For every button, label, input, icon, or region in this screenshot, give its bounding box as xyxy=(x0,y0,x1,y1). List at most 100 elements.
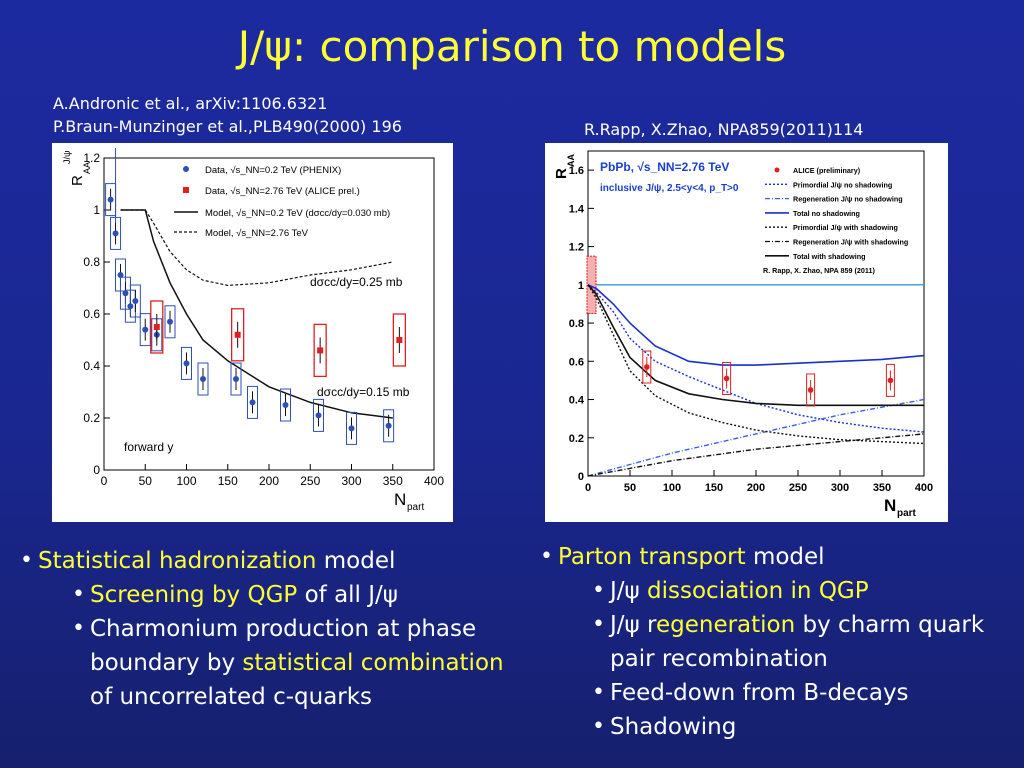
phenix-data-point xyxy=(315,412,322,419)
phenix-data-point xyxy=(142,326,149,333)
phenix-syst-box xyxy=(129,284,141,318)
x-tick-label: 200 xyxy=(259,474,279,488)
y-tick-label: 0.6 xyxy=(569,356,584,368)
y-axis-label: R xyxy=(553,168,570,179)
x-tick-label: 100 xyxy=(663,482,681,494)
y-tick-label: 1.2 xyxy=(569,242,584,254)
alice-syst-box xyxy=(642,350,652,384)
info-text: inclusive J/ψ, 2.5<y<4, p_T>0 xyxy=(600,183,739,194)
x-tick-label: 400 xyxy=(424,474,444,488)
phenix-data-point xyxy=(132,298,139,304)
statistical-hadronization-chart: 0 50 100 150 200 250 300 350 400 0 0.2 0.4 0.6 0.8 1 1.… xyxy=(52,143,453,522)
legend-label: Model, √s_NN=0.2 TeV (dσcc/dy=0.030 mb) xyxy=(205,208,390,219)
x-tick-label: 250 xyxy=(300,474,320,488)
right-bullet-1: • Parton transport model xyxy=(540,540,1020,574)
reference-left-line1: A.Andronic et al., arXiv:1106.6321 xyxy=(53,94,328,113)
alice-data-point xyxy=(317,347,324,354)
left-bullet-1-text: model xyxy=(316,548,396,574)
model-rhic-curve xyxy=(120,209,393,419)
alice-data-point xyxy=(887,377,894,384)
right-bullet-list: • Parton transport model • J/ψ dissociat… xyxy=(540,540,1020,744)
right-bullet-2-text-pre: J/ψ xyxy=(610,578,648,604)
reference-left-line2: P.Braun-Munzinger et al.,PLB490(2000) 19… xyxy=(53,117,402,136)
left-bullet-list: • Statistical hadronization model • Scre… xyxy=(20,544,520,714)
legend-label: R. Rapp, X. Zhao, NPA 859 (2011) xyxy=(763,266,875,275)
phenix-data-point xyxy=(167,318,173,325)
y-axis-label-sup: J/ψ xyxy=(62,151,72,164)
right-bullet-3-highlight: egeneration xyxy=(655,612,796,638)
bullet-dot-icon: • xyxy=(72,582,85,607)
x-tick-label: 300 xyxy=(341,474,361,488)
y-tick-label: 0.2 xyxy=(83,411,100,425)
left-bullet-1-highlight: Statistical hadronization xyxy=(38,548,317,574)
right-bullet-4-text: Feed-down from B-decays xyxy=(610,680,909,706)
phenix-data-point xyxy=(385,422,392,429)
total-no-shadowing-curve xyxy=(587,284,925,366)
phenix-data-point xyxy=(117,272,124,278)
x-tick-label: 0 xyxy=(585,482,591,494)
info-text: PbPb, √s_NN=2.76 TeV xyxy=(600,160,729,174)
left-bullet-3: • Charmonium production at phase boundar… xyxy=(72,612,520,714)
right-bullet-4: • Feed-down from B-decays xyxy=(592,676,1020,710)
reference-left: A.Andronic et al., arXiv:1106.6321 P.Bra… xyxy=(53,92,402,138)
phenix-syst-box xyxy=(110,216,122,250)
x-tick-label: 50 xyxy=(624,482,636,494)
y-tick-label: 0.4 xyxy=(569,395,585,407)
x-tick-label: 300 xyxy=(831,482,849,494)
y-tick-label: 1.6 xyxy=(569,165,584,177)
y-tick-label: 0.6 xyxy=(83,307,100,321)
alice-data-point xyxy=(234,331,241,338)
y-tick-label: 1.2 xyxy=(83,151,100,165)
alice-data-point xyxy=(153,324,160,330)
chart-right-svg: 0 50 100 150 200 250 300 350 400 0 0.2 0.4 0.6 0.8 1 1.… xyxy=(553,150,933,519)
phenix-data-point xyxy=(249,399,256,406)
x-tick-label: 350 xyxy=(873,482,891,494)
x-tick-label: 0 xyxy=(101,474,108,488)
y-tick-label: 0.8 xyxy=(569,318,584,330)
primordial-no-shadowing-curve xyxy=(587,284,925,433)
x-axis-label: N xyxy=(394,490,406,509)
left-bullet-2: • Screening by QGP of all J/ψ xyxy=(72,578,520,612)
legend-label: ALICE (preliminary) xyxy=(793,166,861,175)
regeneration-with-shadowing-curve xyxy=(587,433,925,477)
left-bullet-3-highlight: statistical combination xyxy=(242,650,504,676)
y-tick-label: 1 xyxy=(578,280,584,292)
y-tick-label: 0.4 xyxy=(83,359,100,373)
alice-syst-box xyxy=(150,300,164,354)
global-uncertainty-box xyxy=(586,255,597,314)
phenix-data-point xyxy=(282,402,289,408)
right-bullet-3: • J/ψ regeneration by charm quark pair r… xyxy=(592,608,1020,676)
legend-label: Primordial J/ψ no shadowing xyxy=(793,180,892,189)
phenix-data-point xyxy=(107,196,114,203)
slide-title: J/ψ: comparison to models xyxy=(237,22,787,71)
bullet-dot-icon: • xyxy=(72,616,85,641)
legend-label: Data, √s_NN=2.76 TeV (ALICE prel.) xyxy=(205,186,360,197)
y-tick-label: 0.8 xyxy=(83,255,100,269)
right-bullet-2-highlight: dissociation in QGP xyxy=(647,578,869,604)
chart-left-svg: 0 50 100 150 200 250 300 350 400 0 0.2 0.4 0.6 0.8 1 1.… xyxy=(62,148,444,513)
alice-syst-box xyxy=(392,313,407,367)
x-tick-label: 50 xyxy=(139,474,153,488)
alice-data-point xyxy=(644,364,650,370)
alice-syst-box xyxy=(313,323,327,378)
y-tick-label: 1 xyxy=(93,203,100,217)
y-axis-label-sub: AA xyxy=(82,162,92,174)
annotation-label: forward y xyxy=(124,440,173,454)
right-bullet-2: • J/ψ dissociation in QGP xyxy=(592,574,1020,608)
x-tick-label: 250 xyxy=(789,482,807,494)
left-bullet-2-text: of all J/ψ xyxy=(297,582,398,608)
y-tick-label: 0.2 xyxy=(569,433,584,445)
alice-syst-box xyxy=(806,373,816,407)
bullet-dot-icon: • xyxy=(592,578,605,603)
y-tick-label: 1.4 xyxy=(569,203,585,215)
legend-label: Regeneration J/ψ no shadowing xyxy=(793,195,903,204)
legend-label: Total with shadowing xyxy=(793,252,866,261)
plot-frame xyxy=(587,150,925,477)
alice-data-point xyxy=(396,337,403,343)
alice-syst-box xyxy=(230,308,245,362)
phenix-data-point xyxy=(112,230,119,237)
phenix-data-point xyxy=(348,425,355,432)
alice-syst-box xyxy=(885,363,895,397)
alice-data-point xyxy=(723,375,730,382)
left-bullet-3-text-pre: Charmonium production at phase boundary … xyxy=(90,616,477,676)
